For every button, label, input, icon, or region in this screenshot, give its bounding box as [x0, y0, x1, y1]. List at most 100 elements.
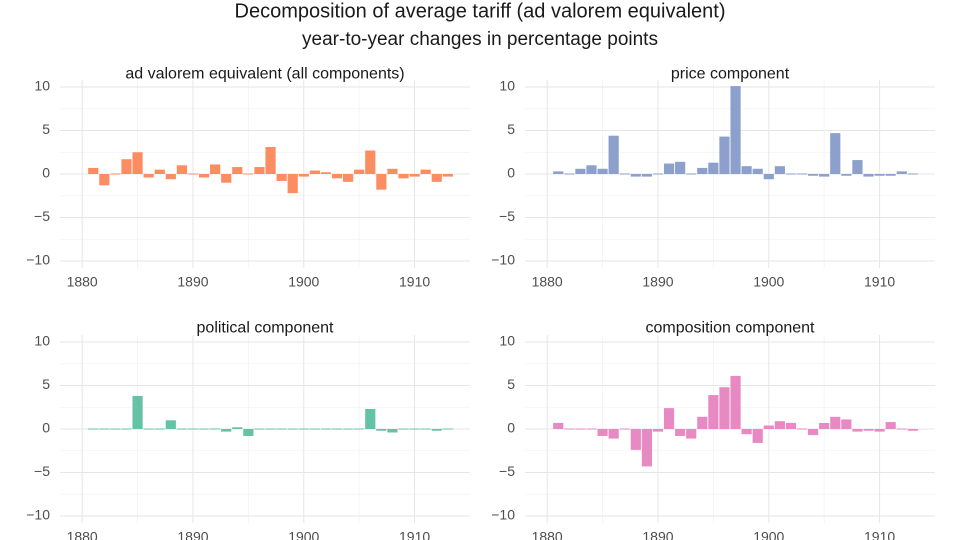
bar-1885	[597, 429, 608, 436]
y-tick-label: −10	[26, 252, 50, 268]
bar-1888	[630, 174, 641, 177]
bar-1898	[741, 166, 752, 174]
bar-1903	[331, 428, 343, 430]
bar-1906	[830, 133, 841, 174]
x-tick-label: 1900	[288, 528, 319, 540]
bar-1909	[863, 429, 874, 431]
bar-1902	[785, 422, 797, 429]
bar-1907	[376, 429, 387, 431]
bar-1907	[841, 174, 852, 176]
bar-1883	[575, 428, 586, 430]
bar-1907	[376, 174, 387, 190]
x-tick-label: 1890	[642, 273, 673, 289]
bar-1910	[409, 428, 420, 430]
bar-1912	[431, 174, 442, 182]
y-tick-label: 0	[42, 420, 50, 436]
bar-1892	[675, 429, 686, 436]
bar-1906	[830, 416, 841, 429]
bar-1893	[221, 429, 232, 432]
bar-1887	[154, 428, 165, 430]
bar-1909	[398, 428, 409, 430]
x-tick-label: 1890	[642, 528, 673, 540]
y-tick-label: 10	[499, 333, 515, 349]
bar-1897	[265, 147, 276, 174]
bar-1892	[210, 428, 221, 430]
bar-1883	[575, 168, 586, 174]
bar-1904	[343, 428, 354, 430]
bar-1895	[708, 395, 719, 429]
bar-1895	[243, 429, 254, 436]
bar-1913	[907, 173, 918, 175]
bar-1900	[298, 428, 309, 430]
bar-1890	[187, 173, 199, 175]
bar-1885	[132, 395, 143, 429]
bar-1900	[298, 174, 309, 177]
y-tick-label: 0	[507, 420, 515, 436]
bar-1884	[121, 159, 132, 174]
y-tick-label: 0	[507, 165, 515, 181]
bar-1884	[586, 428, 597, 430]
bar-1899	[287, 174, 298, 194]
bar-1913	[442, 428, 453, 430]
bar-1912	[896, 171, 907, 174]
bar-1891	[198, 174, 210, 178]
bar-1882	[99, 428, 110, 430]
bar-1884	[586, 165, 597, 174]
panel-title-political: political component	[197, 319, 335, 336]
x-tick-label: 1890	[177, 528, 208, 540]
chart-subtitle: year-to-year changes in percentage point…	[302, 29, 658, 50]
bar-1913	[907, 429, 918, 431]
bar-1904	[343, 174, 354, 182]
bar-1894	[232, 427, 243, 429]
bar-1889	[641, 429, 652, 467]
panel-title-ad-valorem: ad valorem equivalent (all components)	[125, 65, 404, 82]
x-tick-label: 1880	[532, 528, 563, 540]
panel-title-composition: composition component	[646, 319, 816, 336]
bar-1896	[254, 167, 265, 174]
x-tick-label: 1880	[67, 273, 98, 289]
y-tick-label: 10	[34, 78, 50, 94]
bar-1893	[686, 173, 697, 175]
y-tick-label: 10	[34, 333, 50, 349]
bar-1898	[741, 429, 752, 435]
x-tick-label: 1910	[399, 528, 430, 540]
bar-1901	[309, 170, 320, 174]
bar-1882	[564, 428, 575, 430]
bar-1905	[354, 169, 365, 174]
bar-1900	[763, 174, 774, 180]
y-tick-label: 5	[42, 376, 50, 392]
bar-1896	[254, 428, 265, 430]
bar-1899	[752, 168, 763, 174]
bar-1910	[409, 174, 420, 177]
bar-1889	[176, 428, 187, 430]
bar-1895	[243, 173, 254, 175]
bar-1901	[309, 428, 320, 430]
bar-1908	[387, 168, 398, 174]
panel-political: political component −10 −5 0 5 10 1880 1890 190…	[26, 319, 470, 540]
x-tick-label: 1880	[67, 528, 98, 540]
bar-1904	[808, 429, 819, 436]
bar-1903	[796, 173, 808, 175]
bar-1881	[88, 167, 99, 174]
bar-1890	[187, 428, 199, 430]
bar-1882	[99, 174, 110, 186]
bar-1897	[730, 375, 741, 429]
bar-1888	[165, 420, 176, 429]
bar-1889	[176, 165, 187, 174]
bar-1890	[652, 429, 664, 432]
bar-1886	[608, 429, 619, 439]
y-tick-label: −10	[26, 507, 50, 523]
bar-1887	[619, 428, 630, 430]
x-tick-label: 1900	[753, 528, 784, 540]
bar-1905	[819, 422, 830, 429]
bar-1889	[641, 174, 652, 177]
bar-1881	[88, 428, 99, 430]
y-tick-label: 10	[499, 78, 515, 94]
bar-1904	[808, 174, 819, 176]
y-tick-label: −10	[491, 507, 515, 523]
bar-1905	[819, 174, 830, 177]
bar-1885	[132, 152, 143, 174]
x-tick-label: 1910	[864, 273, 895, 289]
bar-1903	[796, 428, 808, 430]
